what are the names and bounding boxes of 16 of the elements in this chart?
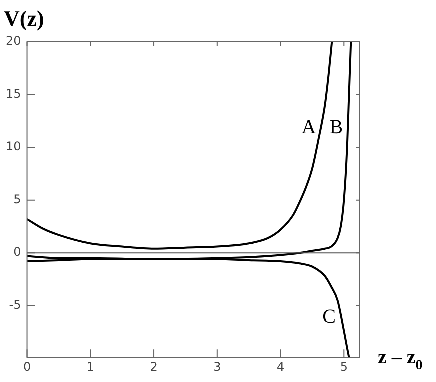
x-tick-label: 5 xyxy=(340,360,348,374)
y-tick-label: 0 xyxy=(14,245,22,260)
y-tick-label: -5 xyxy=(9,298,22,312)
y-tick-label: 10 xyxy=(6,140,22,154)
y-tick-label: 20 xyxy=(6,34,22,48)
x-tick-label: 3 xyxy=(214,360,222,374)
x-tick-label: 4 xyxy=(276,360,285,374)
x-tick-label: 2 xyxy=(150,360,158,374)
y-tick-label: 5 xyxy=(14,192,22,206)
series-label: A xyxy=(302,116,317,138)
y-axis-title: V(z) xyxy=(4,6,44,31)
x-tick-label: 0 xyxy=(23,360,32,374)
series-label: C xyxy=(322,306,336,328)
y-tick-label: 15 xyxy=(6,86,22,101)
x-tick-label: 1 xyxy=(86,360,94,374)
series-label: B xyxy=(330,116,344,138)
